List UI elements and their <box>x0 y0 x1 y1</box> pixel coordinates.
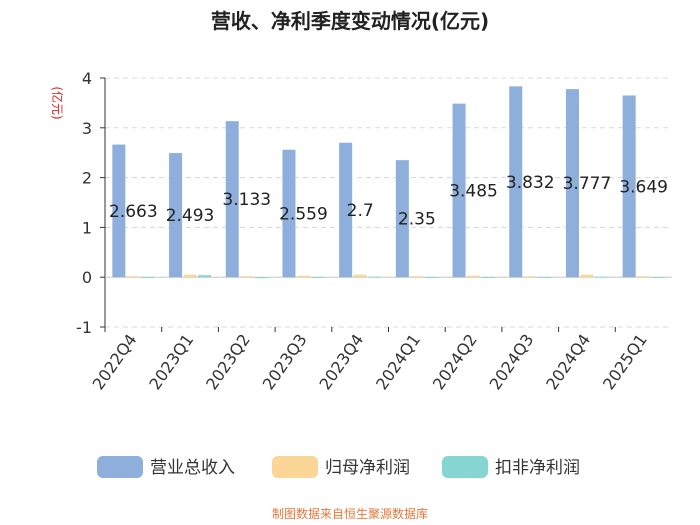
bar-2024Q1-s1 <box>410 276 424 278</box>
bar-2024Q4-s2 <box>594 276 608 278</box>
data-label: 2.559 <box>279 204 328 224</box>
legend-label: 归母净利润 <box>325 458 410 478</box>
data-label: 2.35 <box>398 210 436 230</box>
source-footer: 制图数据来自恒生聚源数据库 <box>272 506 428 521</box>
data-label: 3.485 <box>449 181 498 201</box>
bar-2024Q4-s1 <box>580 274 594 278</box>
bar-2023Q3-s0 <box>282 149 296 278</box>
y-tick-label: 1 <box>82 218 92 237</box>
bar-2023Q2-s1 <box>240 276 254 278</box>
x-tick-label: 2023Q4 <box>315 330 367 393</box>
bar-2024Q1-s2 <box>424 277 438 278</box>
data-label: 2.7 <box>347 201 374 221</box>
data-label: 2.663 <box>109 202 158 222</box>
bar-2024Q3-s0 <box>509 86 523 278</box>
y-tick-label: -1 <box>76 318 92 337</box>
bar-2024Q3-s2 <box>538 277 552 278</box>
legend-label: 扣非净利润 <box>495 458 580 478</box>
bar-2023Q3-s1 <box>296 275 310 278</box>
y-tick-label: 2 <box>82 169 92 188</box>
data-label: 2.493 <box>166 206 215 226</box>
bar-2023Q3-s2 <box>311 277 325 278</box>
data-label: 3.832 <box>506 173 555 193</box>
x-tick-label: 2024Q2 <box>429 330 481 393</box>
y-tick-label: 0 <box>82 268 92 287</box>
legend-item: 归母净利润 <box>272 456 410 478</box>
legend-item: 营业总收入 <box>97 456 235 478</box>
x-tick-labels: 2022Q4 2023Q1 2023Q2 2023Q3 2023Q4 2024Q1 2024… <box>89 330 651 393</box>
bar-2023Q1-s1 <box>183 274 197 278</box>
bar-2022Q4-s1 <box>126 276 140 278</box>
bar-2023Q2-s2 <box>254 277 268 279</box>
bar-2024Q4-s0 <box>565 89 579 278</box>
data-label: 3.133 <box>222 190 271 210</box>
bar-2023Q4-s0 <box>339 142 353 278</box>
grid <box>105 77 672 328</box>
legend: 营业总收入 归母净利润 扣非净利润 <box>97 456 580 478</box>
bars <box>112 86 665 279</box>
y-tick-label: 3 <box>82 119 92 138</box>
x-tick-label: 2024Q4 <box>542 330 594 393</box>
bar-2025Q1-s0 <box>622 95 636 278</box>
x-tick-label: 2023Q3 <box>259 330 311 393</box>
data-label: 3.777 <box>563 174 612 194</box>
bar-2023Q1-s2 <box>198 275 212 278</box>
bar-2023Q2-s0 <box>225 121 239 278</box>
legend-swatch <box>272 456 318 478</box>
chart-title: 营收、净利季度变动情况(亿元) <box>211 9 489 33</box>
bar-2024Q2-s1 <box>467 275 481 278</box>
bar-2025Q1-s2 <box>651 277 665 278</box>
bar-2024Q2-s2 <box>481 277 495 278</box>
x-tick-label: 2024Q1 <box>372 330 424 393</box>
bar-2022Q4-s0 <box>112 144 126 278</box>
legend-swatch <box>97 456 143 478</box>
x-tick-label: 2025Q1 <box>599 330 651 393</box>
y-tick-label: 4 <box>82 69 92 88</box>
legend-item: 扣非净利润 <box>442 456 580 478</box>
legend-swatch <box>442 456 488 478</box>
bar-2023Q1-s0 <box>169 153 183 278</box>
bar-2022Q4-s2 <box>141 277 155 278</box>
bar-2024Q1-s0 <box>395 160 409 278</box>
x-tick-label: 2024Q3 <box>486 330 538 393</box>
legend-label: 营业总收入 <box>150 458 235 478</box>
x-tick-label: 2023Q1 <box>145 330 197 393</box>
axes: -1 0 1 2 3 4 <box>76 69 672 337</box>
data-labels: 2.663 2.493 3.133 2.559 2.7 2.35 3.485 3.832 3.7… <box>109 173 668 230</box>
bar-2023Q4-s1 <box>353 274 367 278</box>
bar-2025Q1-s1 <box>637 276 651 278</box>
y-axis-label: (亿元) <box>50 86 65 119</box>
bar-2024Q3-s1 <box>523 276 537 278</box>
x-tick-label: 2023Q2 <box>202 330 254 393</box>
bar-2023Q4-s2 <box>368 276 382 278</box>
x-tick-label: 2022Q4 <box>89 330 141 393</box>
data-label: 3.649 <box>619 177 668 197</box>
bar-2024Q2-s0 <box>452 103 466 278</box>
